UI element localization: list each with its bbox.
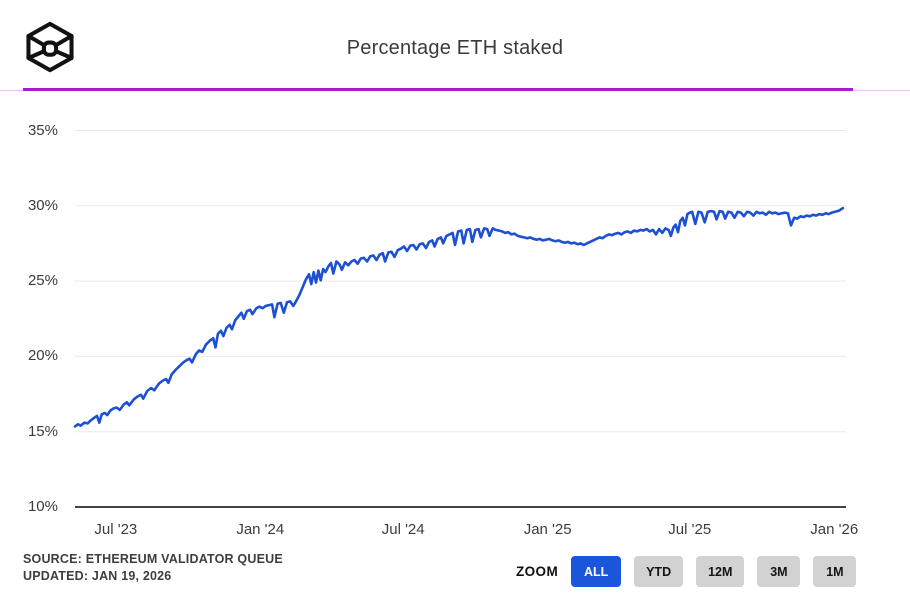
source-info: SOURCE: ETHEREUM VALIDATOR QUEUE UPDATED… [23, 551, 283, 585]
y-axis-label: 20% [27, 347, 58, 365]
y-axis-label: 30% [27, 196, 58, 214]
zoom-button-1m[interactable]: 1M [813, 556, 857, 587]
x-axis-label: Jul '25 [668, 521, 712, 538]
zoom-button-all[interactable]: ALL [571, 556, 622, 587]
page-title: Percentage ETH staked [346, 37, 564, 59]
zoom-controls: ZOOM ALL YTD 12M 3M 1M [516, 556, 857, 587]
x-axis-label: Jul '24 [381, 521, 425, 538]
x-axis-label: Jan '26 [810, 521, 859, 538]
y-axis-label: 35% [27, 121, 58, 139]
y-axis-label: 25% [27, 272, 58, 290]
updated-line: UPDATED: JAN 19, 2026 [23, 569, 172, 583]
zoom-button-12m[interactable]: 12M [696, 556, 745, 587]
x-axis-label: Jul '23 [94, 521, 138, 538]
header-divider [23, 88, 853, 91]
zoom-button-ytd[interactable]: YTD [634, 556, 684, 587]
eth-staked-series-line [73, 206, 845, 428]
source-line: SOURCE: ETHEREUM VALIDATOR QUEUE [23, 552, 283, 566]
y-axis-label: 15% [27, 422, 58, 440]
x-axis-label: Jan '25 [523, 521, 572, 538]
zoom-label: ZOOM [516, 564, 559, 579]
x-axis-label: Jan '24 [236, 521, 285, 538]
cube-block-logo-icon [26, 21, 74, 73]
y-axis-label: 10% [27, 498, 58, 515]
zoom-button-3m[interactable]: 3M [757, 556, 801, 587]
